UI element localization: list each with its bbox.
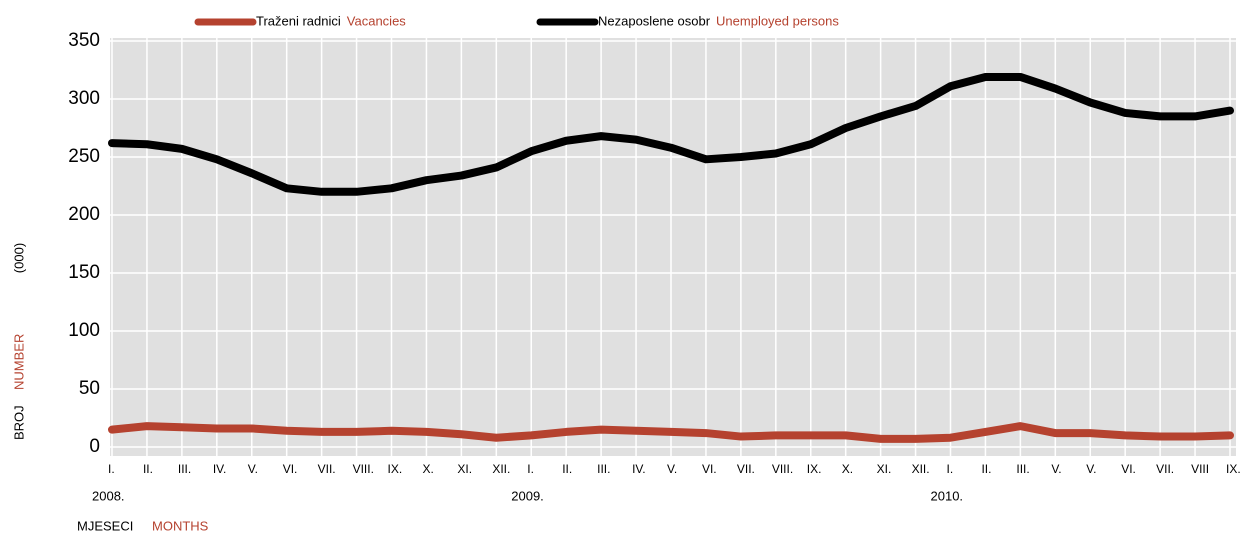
x-tick-label: XI. xyxy=(877,462,892,476)
x-tick-label: III. xyxy=(178,462,191,476)
x-tick-label: III. xyxy=(1016,462,1029,476)
year-label: 2010. xyxy=(931,488,964,503)
y-tick-label: 50 xyxy=(79,378,100,399)
y-tick-label: 250 xyxy=(68,146,100,167)
x-tick-label: VIII. xyxy=(772,462,793,476)
x-tick-label: IX. xyxy=(1226,462,1241,476)
x-tick-label: V. xyxy=(1051,462,1061,476)
legend-label-en: Unemployed persons xyxy=(716,13,839,28)
x-tick-label: V. xyxy=(248,462,258,476)
x-tick-label: IX. xyxy=(388,462,403,476)
x-tick-label: II. xyxy=(562,462,572,476)
x-tick-label: VIII xyxy=(1191,462,1209,476)
y-tick-label: 0 xyxy=(89,436,100,457)
x-tick-label: VII. xyxy=(737,462,755,476)
year-label: 2008. xyxy=(92,488,125,503)
x-tick-label: III. xyxy=(597,462,610,476)
y-tick-label: 200 xyxy=(68,204,100,225)
legend-label: Traženi radnici xyxy=(256,13,341,28)
x-tick-label: IV. xyxy=(213,462,227,476)
y-tick-label: 300 xyxy=(68,88,100,109)
x-tick-label: IV. xyxy=(632,462,646,476)
y-axis-unit: (000) xyxy=(11,243,26,273)
year-label: 2009. xyxy=(511,488,544,503)
plot-background xyxy=(110,38,1236,456)
y-tick-label: 100 xyxy=(68,320,100,341)
x-tick-label: I. xyxy=(108,462,115,476)
series-line xyxy=(108,422,1234,443)
y-tick-label: 350 xyxy=(68,30,100,51)
x-tick-label: X. xyxy=(422,462,433,476)
x-tick-label: XII. xyxy=(912,462,930,476)
legend-label-en: Vacancies xyxy=(347,13,407,28)
x-tick-label: II. xyxy=(143,462,153,476)
y-axis-label-en: NUMBER xyxy=(11,334,26,390)
y-axis-label: BROJ xyxy=(11,405,26,440)
x-tick-label: V. xyxy=(667,462,677,476)
x-tick-label: VIII. xyxy=(353,462,374,476)
x-tick-label: XII. xyxy=(492,462,510,476)
x-tick-label: XI. xyxy=(457,462,472,476)
x-tick-label: I. xyxy=(527,462,534,476)
series-line xyxy=(108,72,1234,196)
x-tick-label: VI. xyxy=(283,462,298,476)
legend-label: Nezaposlene osobr xyxy=(598,13,711,28)
x-axis-label-en: MONTHS xyxy=(152,518,209,533)
x-tick-label: VII. xyxy=(1156,462,1174,476)
x-tick-label: X. xyxy=(842,462,853,476)
x-axis-label: MJESECI xyxy=(77,518,133,533)
x-tick-label: VI. xyxy=(1121,462,1136,476)
x-tick-label: IX. xyxy=(807,462,822,476)
y-tick-label: 150 xyxy=(68,262,100,283)
x-tick-label: I. xyxy=(947,462,954,476)
x-tick-label: II. xyxy=(981,462,991,476)
x-tick-label: VII. xyxy=(318,462,336,476)
x-tick-label: V. xyxy=(1086,462,1096,476)
x-tick-label: VI. xyxy=(702,462,717,476)
